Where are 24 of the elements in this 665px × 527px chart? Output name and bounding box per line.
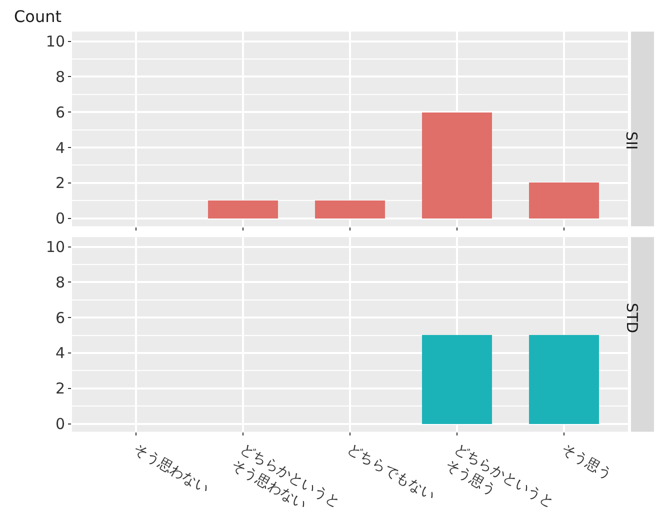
y-tick-label: 0 xyxy=(55,210,65,228)
annotation: STD xyxy=(622,302,641,334)
y-tick-label: 8 xyxy=(55,273,65,292)
bar xyxy=(529,182,599,219)
x-tick-label: そう思わない xyxy=(130,441,212,498)
y-tick-label: 10 xyxy=(46,32,65,51)
y-tick-label: 2 xyxy=(55,380,65,398)
y-tick-label: 2 xyxy=(55,174,65,192)
bar xyxy=(208,200,278,219)
x-tick-label: どちらかというとそう思う xyxy=(442,441,556,512)
y-axis-title: Count xyxy=(14,7,62,26)
y-tick-label: 4 xyxy=(55,138,65,157)
y-tick-label: 6 xyxy=(55,308,65,327)
y-tick-label: 10 xyxy=(46,238,65,256)
y-tick-label: 8 xyxy=(55,68,65,86)
annotation: SII xyxy=(622,131,640,150)
bar xyxy=(315,200,385,219)
x-tick-label: どちらかというとそう思わない xyxy=(228,441,343,513)
x-tick-label: どちらでもない xyxy=(344,441,438,504)
y-tick-label: 4 xyxy=(55,344,65,362)
bar xyxy=(422,112,492,219)
y-tick-label: 0 xyxy=(55,415,65,434)
x-tick-label: そう思う xyxy=(558,441,615,484)
y-tick-label: 6 xyxy=(55,103,65,122)
